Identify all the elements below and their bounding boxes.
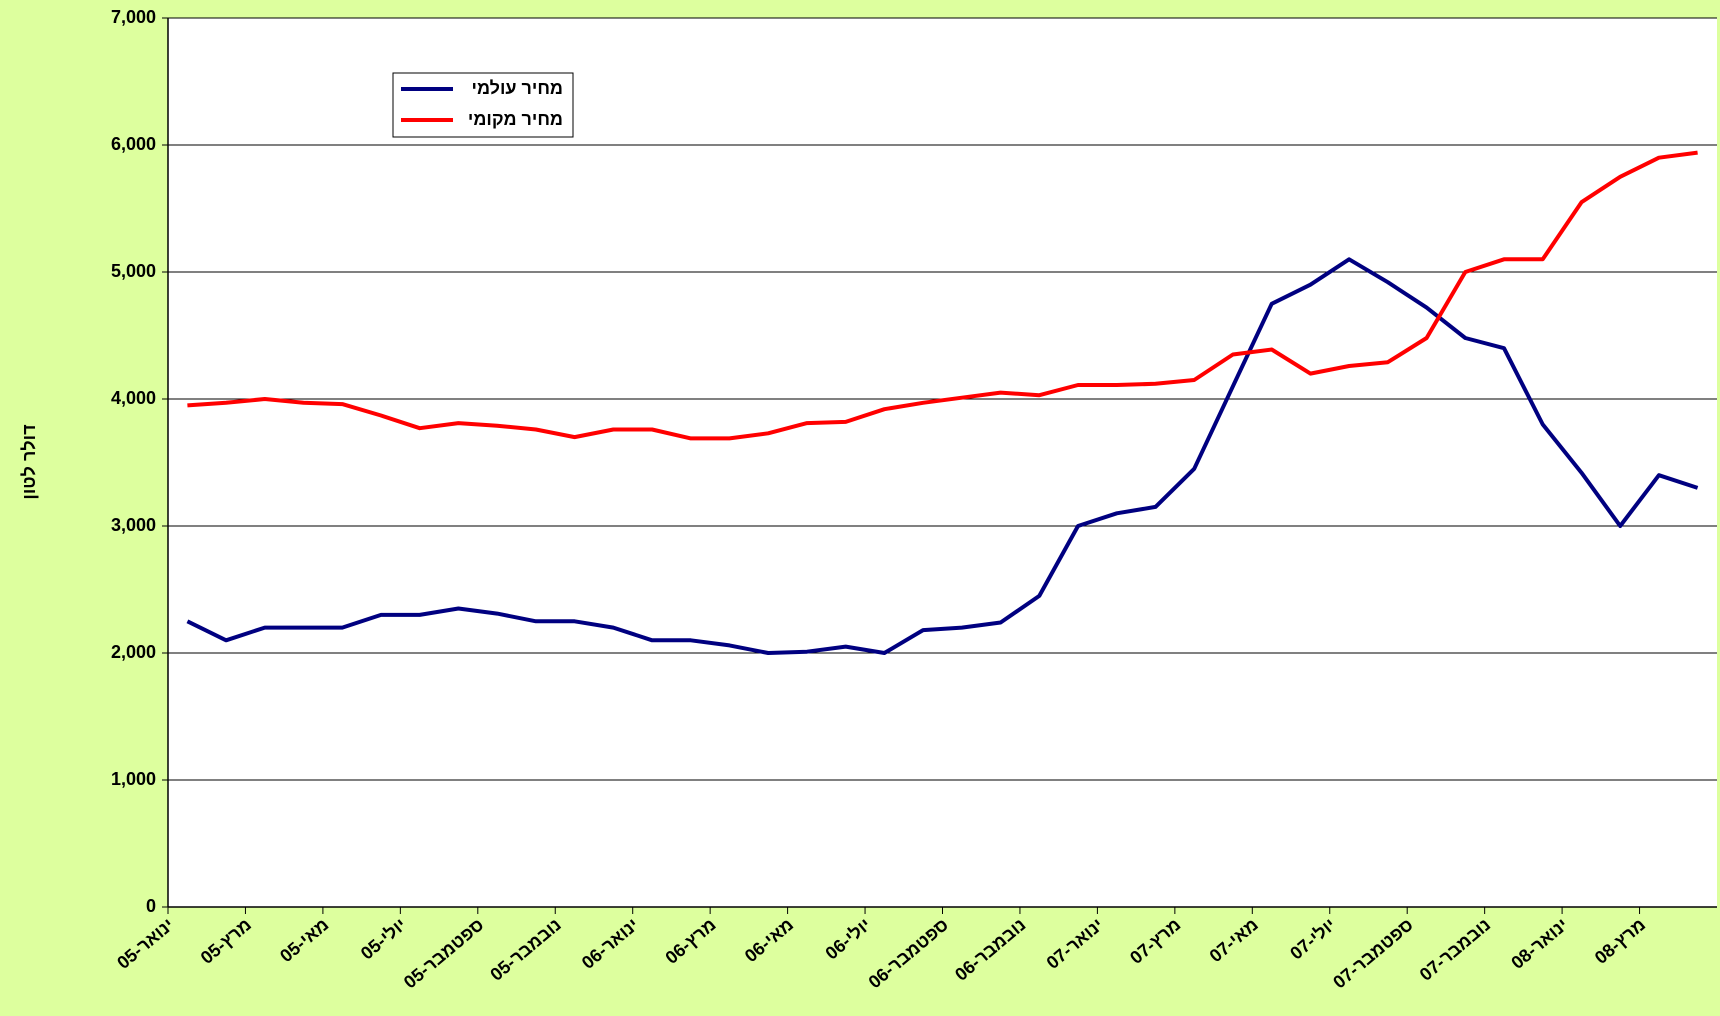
x-tick-label: ינואר-07 bbox=[1043, 914, 1107, 973]
legend-label: מחיר עולמי bbox=[472, 78, 563, 98]
x-tick-label: מאי-06 bbox=[741, 914, 797, 966]
x-tick-label: מרץ-08 bbox=[1591, 914, 1649, 967]
series-line bbox=[187, 150, 1698, 441]
x-tick-label: נובמבר-05 bbox=[486, 914, 565, 984]
x-tick-label: מרץ-06 bbox=[661, 914, 719, 967]
y-tick-label: 6,000 bbox=[111, 134, 156, 154]
y-tick-label: 7,000 bbox=[111, 7, 156, 27]
legend-box bbox=[392, 72, 574, 138]
x-tick-label: ספטמבר-07 bbox=[1329, 914, 1417, 992]
plot-area bbox=[168, 18, 1717, 907]
x-tick-label: ספטמבר-06 bbox=[865, 914, 953, 992]
x-tick-label: יולי-05 bbox=[357, 914, 410, 963]
x-tick-label: נובמבר-07 bbox=[1416, 914, 1495, 984]
x-tick-label: יולי-07 bbox=[1286, 914, 1339, 963]
x-tick-label: מאי-05 bbox=[276, 914, 332, 966]
y-tick-label: 2,000 bbox=[111, 642, 156, 662]
x-tick-label: ינואר-06 bbox=[578, 914, 642, 973]
x-tick-label: ספטמבר-05 bbox=[400, 914, 488, 992]
x-tick-label: מרץ-05 bbox=[197, 914, 255, 967]
legend-label: מחיר מקומי bbox=[468, 109, 563, 129]
x-tick-label: ינואר-08 bbox=[1507, 914, 1571, 973]
x-tick-label: נובמבר-06 bbox=[951, 914, 1030, 984]
x-tick-label: ינואר-05 bbox=[113, 914, 177, 973]
y-tick-label: 4,000 bbox=[111, 388, 156, 408]
y-tick-label: 0 bbox=[146, 896, 156, 916]
x-tick-label: מרץ-07 bbox=[1126, 914, 1184, 967]
y-tick-label: 5,000 bbox=[111, 261, 156, 281]
y-axis-label: דולר לטון bbox=[19, 424, 39, 499]
series-line bbox=[186, 257, 1699, 655]
y-tick-label: 1,000 bbox=[111, 769, 156, 789]
x-tick-label: יולי-06 bbox=[822, 914, 875, 963]
x-tick-label: מאי-07 bbox=[1206, 914, 1262, 966]
y-tick-label: 3,000 bbox=[111, 515, 156, 535]
